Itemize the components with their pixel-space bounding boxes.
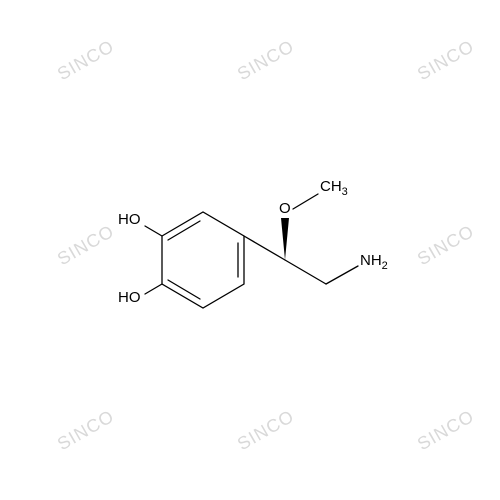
label-nh2: NH2 [360,252,388,272]
label-o: O [279,200,291,217]
label-ho-bottom: HO [118,289,141,306]
label-ch3: CH3 [320,178,348,198]
chemical-structure [0,0,500,500]
label-ho-top: HO [118,211,141,228]
